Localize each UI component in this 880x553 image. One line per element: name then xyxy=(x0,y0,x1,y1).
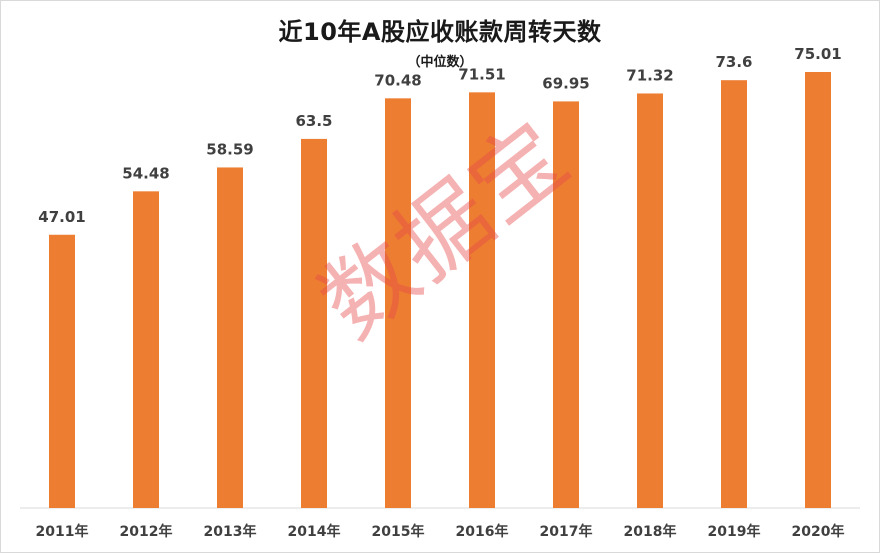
bar-2018年 xyxy=(637,93,663,508)
bar-2013年 xyxy=(217,167,243,508)
value-label: 71.32 xyxy=(626,66,673,84)
value-label: 69.95 xyxy=(542,74,589,92)
x-tick-label: 2016年 xyxy=(456,523,509,540)
value-label: 54.48 xyxy=(122,164,169,182)
bar-2015年 xyxy=(385,98,411,509)
x-tick-label: 2013年 xyxy=(204,523,257,540)
value-label: 70.48 xyxy=(374,71,421,89)
bars-group xyxy=(49,72,831,509)
value-label: 47.01 xyxy=(38,208,85,226)
value-label: 71.51 xyxy=(458,65,505,83)
x-tick-label: 2014年 xyxy=(288,523,341,540)
x-tick-label: 2015年 xyxy=(372,523,425,540)
bar-2012年 xyxy=(133,191,159,508)
chart-subtitle: （中位数） xyxy=(407,55,473,70)
value-label: 75.01 xyxy=(794,45,841,63)
bar-2014年 xyxy=(301,138,327,508)
chart-title: 近10年A股应收账款周转天数 xyxy=(278,18,602,46)
value-label: 63.5 xyxy=(295,112,332,130)
x-tick-label: 2018年 xyxy=(624,523,677,540)
x-tick-label: 2019年 xyxy=(708,523,761,540)
bar-2020年 xyxy=(805,72,831,509)
bar-2017年 xyxy=(553,101,579,509)
x-ticks-group: 2011年 2012年 2013年 2014年 2015年 2016年 2017年 2018年… xyxy=(36,523,845,540)
bar-2019年 xyxy=(721,80,747,508)
x-tick-label: 2011年 xyxy=(36,523,89,540)
bar-2011年 xyxy=(49,234,75,508)
x-tick-label: 2020年 xyxy=(792,523,845,540)
value-labels-group: 47.01 54.48 58.59 63.5 70.48 71.51 69.95 71.32 7… xyxy=(38,45,841,226)
bar-2016年 xyxy=(469,92,495,509)
value-label: 58.59 xyxy=(206,140,253,158)
x-tick-label: 2017年 xyxy=(540,523,593,540)
value-label: 73.6 xyxy=(715,53,752,71)
x-tick-label: 2012年 xyxy=(120,523,173,540)
